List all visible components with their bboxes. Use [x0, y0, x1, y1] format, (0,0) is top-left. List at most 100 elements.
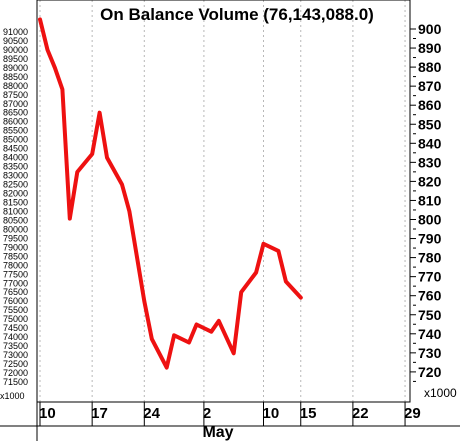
x-tick-label: 10	[39, 405, 56, 422]
left-tick-label: 88500	[3, 72, 28, 82]
obv-data-point	[240, 291, 242, 294]
left-tick-label: 91000	[3, 27, 28, 37]
obv-data-point	[300, 296, 302, 299]
left-tick-label: 89000	[3, 63, 28, 73]
grid-lines	[39, 0, 406, 402]
x-tick-label: 24	[143, 405, 160, 422]
right-tick-label: 890	[418, 40, 442, 56]
right-tick-label: 900	[418, 21, 442, 37]
plot-frame	[36, 0, 411, 403]
chart-title: On Balance Volume (76,143,088.0)	[100, 5, 374, 24]
left-tick-label: 82000	[3, 189, 28, 199]
left-tick-label: 77500	[3, 269, 28, 279]
right-tick-label: 770	[418, 269, 442, 285]
left-tick-label: 80000	[3, 224, 28, 234]
right-tick-label: 730	[418, 345, 442, 361]
left-tick-label: 87000	[3, 99, 28, 109]
left-tick-label: 90500	[3, 36, 28, 46]
obv-data-point	[121, 183, 123, 186]
right-axis: 900 890 880 870 860 850 840 830 820 810 800 790 780 7…	[410, 21, 442, 382]
obv-data-point	[277, 250, 280, 252]
left-tick-label: 90000	[3, 45, 28, 55]
obv-data-point	[46, 49, 49, 51]
left-tick-label: 86500	[3, 108, 28, 118]
obv-data-point	[39, 18, 41, 21]
right-tick-label: 720	[418, 364, 442, 380]
right-tick-label: 780	[418, 250, 442, 266]
obv-data-point	[255, 271, 257, 274]
left-tick-label: 86000	[3, 117, 28, 127]
right-tick-label: 880	[418, 59, 442, 75]
obv-data-point	[69, 217, 71, 220]
x-tick-label: 17	[91, 405, 108, 422]
obv-data-point	[76, 171, 79, 173]
left-tick-label: 72500	[3, 359, 28, 369]
right-tick-label: 830	[418, 154, 442, 170]
obv-data-point	[98, 111, 101, 114]
left-tick-label: 81000	[3, 206, 28, 216]
left-tick-label: 77000	[3, 278, 28, 288]
left-tick-label: 71500	[3, 377, 28, 387]
obv-data-point	[151, 338, 153, 340]
obv-data-point	[173, 334, 175, 337]
x-tick-label: 15	[300, 405, 317, 422]
left-tick-label: 83000	[3, 171, 28, 181]
x-tick-label: 29	[404, 405, 421, 422]
obv-data-point	[143, 300, 146, 303]
left-tick-label: 74000	[3, 332, 28, 342]
left-tick-label: 87500	[3, 90, 28, 100]
left-tick-label: 88000	[3, 81, 28, 91]
month-label: May	[202, 424, 233, 441]
right-tick-label: 850	[418, 116, 442, 132]
obv-data-point	[106, 156, 108, 159]
x-tick-label: 22	[352, 405, 369, 422]
right-tick-label: 870	[418, 78, 442, 94]
left-tick-label: 75500	[3, 305, 28, 315]
right-tick-label: 860	[418, 97, 442, 113]
left-tick-label: 72000	[3, 368, 28, 378]
obv-data-point	[61, 88, 64, 91]
left-tick-label: 79000	[3, 242, 28, 252]
obv-data-point	[54, 67, 56, 69]
obv-data-point	[165, 366, 168, 369]
left-tick-label: 82500	[3, 180, 28, 190]
obv-data-point	[218, 320, 220, 322]
obv-data-point	[128, 210, 131, 213]
x-axis: 10 17 24 2 10 15 22 29	[0, 402, 460, 441]
right-tick-label: 740	[418, 326, 442, 342]
left-tick-label: 89500	[3, 54, 28, 64]
left-tick-label: 85500	[3, 126, 28, 136]
right-tick-label: 800	[418, 212, 442, 228]
x-tick-label: 10	[263, 405, 280, 422]
obv-data-point	[91, 153, 93, 155]
left-tick-label: 79500	[3, 233, 28, 243]
left-tick-label: 76000	[3, 296, 28, 306]
right-tick-label: 790	[418, 231, 442, 247]
obv-series-line	[38, 17, 303, 370]
left-tick-label: 84500	[3, 144, 28, 154]
left-tick-label: 78000	[3, 260, 28, 270]
left-tick-label: 80500	[3, 215, 28, 225]
obv-data-point	[210, 330, 213, 333]
series-layer	[38, 17, 303, 370]
left-tick-label: 81500	[3, 197, 28, 207]
left-axis-unit: x1000	[0, 391, 25, 401]
left-tick-label: 85000	[3, 135, 28, 145]
left-tick-label: 74500	[3, 323, 28, 333]
left-tick-label: 75000	[3, 314, 28, 324]
obv-data-point	[195, 323, 198, 326]
left-tick-label: 73500	[3, 341, 28, 351]
right-tick-label: 840	[418, 135, 442, 151]
obv-data-point	[188, 341, 190, 344]
left-tick-label: 73000	[3, 350, 28, 360]
obv-data-point	[285, 280, 287, 283]
obv-data-point	[262, 243, 265, 245]
right-tick-label: 820	[418, 173, 442, 189]
left-tick-label: 84000	[3, 153, 28, 163]
left-tick-label: 76500	[3, 287, 28, 297]
right-axis-unit: x1000	[424, 386, 457, 400]
left-tick-label: 78500	[3, 251, 28, 261]
x-tick-label: 2	[203, 405, 211, 422]
